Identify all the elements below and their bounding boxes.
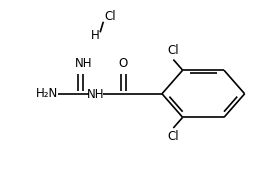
Text: Cl: Cl	[104, 10, 116, 23]
Text: Cl: Cl	[168, 44, 179, 57]
Text: H₂N: H₂N	[36, 87, 58, 100]
Text: H: H	[91, 29, 100, 42]
Text: NH: NH	[87, 88, 105, 101]
Text: Cl: Cl	[168, 130, 179, 143]
Text: O: O	[119, 57, 128, 70]
Text: NH: NH	[75, 57, 92, 70]
